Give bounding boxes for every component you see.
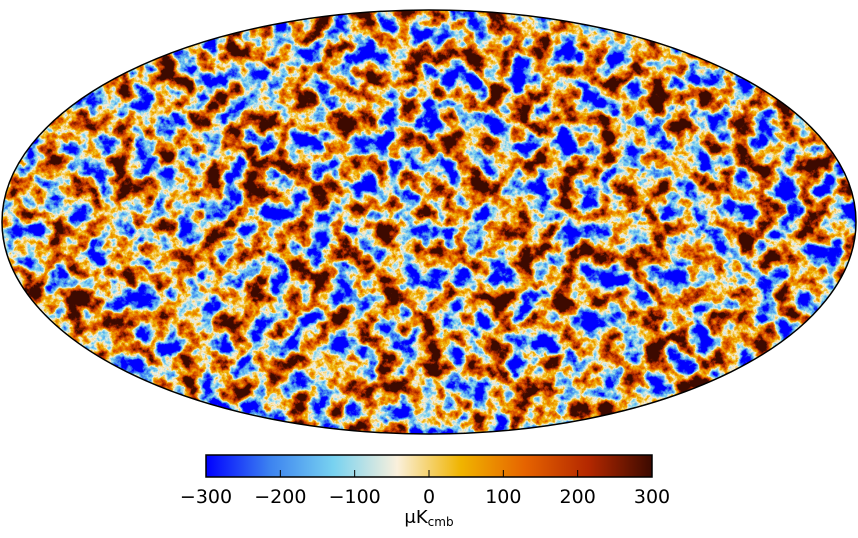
colorbar-tick-label: 200: [560, 486, 596, 508]
colorbar-tick-label: 300: [634, 486, 670, 508]
colorbar-unit-label: μKcmb: [0, 507, 858, 529]
colorbar-tick-label: 0: [423, 486, 435, 508]
colorbar-tick-label: 100: [485, 486, 521, 508]
colorbar-tick-label: −200: [254, 486, 306, 508]
unit-main: μK: [404, 507, 428, 528]
unit-sub: cmb: [427, 515, 454, 529]
map-outline: [1, 9, 857, 435]
colorbar-tick-label: −300: [180, 486, 232, 508]
colorbar-tick-label: −100: [329, 486, 381, 508]
sky-map: [2, 10, 856, 434]
